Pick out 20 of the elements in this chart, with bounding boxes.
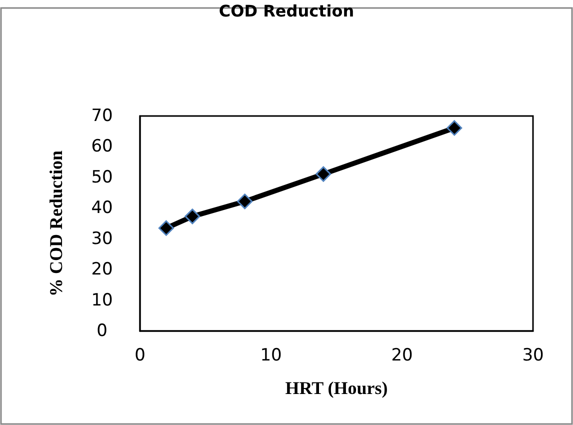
point [237,194,253,210]
point [446,120,462,136]
y-tick-label: 40 [91,198,113,218]
point [316,166,332,182]
y-tick-label: 10 [91,290,113,310]
point [184,208,200,224]
y-axis-title: % COD Reduction [46,150,66,297]
y-tick-label: 70 [91,106,113,126]
y-tick-label: 60 [91,136,113,157]
y-tick-label: 0 [96,321,108,341]
x-tick-label: 20 [391,346,413,366]
x-tick-label: 30 [522,346,544,366]
y-tick-label: 50 [91,167,113,188]
x-tick-label: 10 [260,346,282,366]
chart-title: COD Reduction [218,2,354,20]
x-tick-label: 0 [134,346,146,366]
y-tick-label: 30 [91,228,113,249]
point [158,220,174,236]
x-axis-title: HRT (Hours) [285,378,388,398]
y-tick-label: 20 [91,260,113,280]
